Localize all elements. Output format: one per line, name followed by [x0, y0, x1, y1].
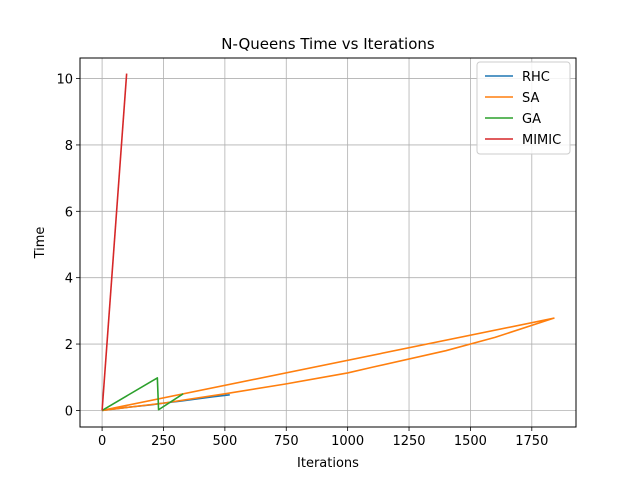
y-tick-label: 10	[56, 73, 73, 88]
y-tick-label: 2	[65, 338, 73, 353]
chart-title: N-Queens Time vs Iterations	[221, 35, 435, 53]
legend-label-ga: GA	[522, 112, 541, 127]
x-tick-label: 500	[212, 434, 237, 449]
y-tick-label: 0	[65, 404, 73, 419]
y-axis-label: Time	[33, 227, 48, 260]
x-tick-label: 1750	[515, 434, 548, 449]
y-tick-label: 8	[65, 139, 73, 154]
x-tick-label: 750	[274, 434, 299, 449]
y-tick-label: 6	[65, 205, 73, 220]
y-tick-label: 4	[65, 272, 73, 287]
x-tick-label: 1250	[392, 434, 425, 449]
legend-label-sa: SA	[522, 91, 539, 106]
legend-label-mimic: MIMIC	[522, 133, 561, 148]
x-axis-label: Iterations	[297, 456, 359, 471]
x-tick-label: 1000	[331, 434, 364, 449]
x-tick-label: 0	[98, 434, 106, 449]
x-tick-label: 1500	[454, 434, 487, 449]
x-tick-label: 250	[151, 434, 176, 449]
legend: RHC SA GA MIMIC	[477, 62, 570, 154]
legend-label-rhc: RHC	[522, 70, 550, 85]
